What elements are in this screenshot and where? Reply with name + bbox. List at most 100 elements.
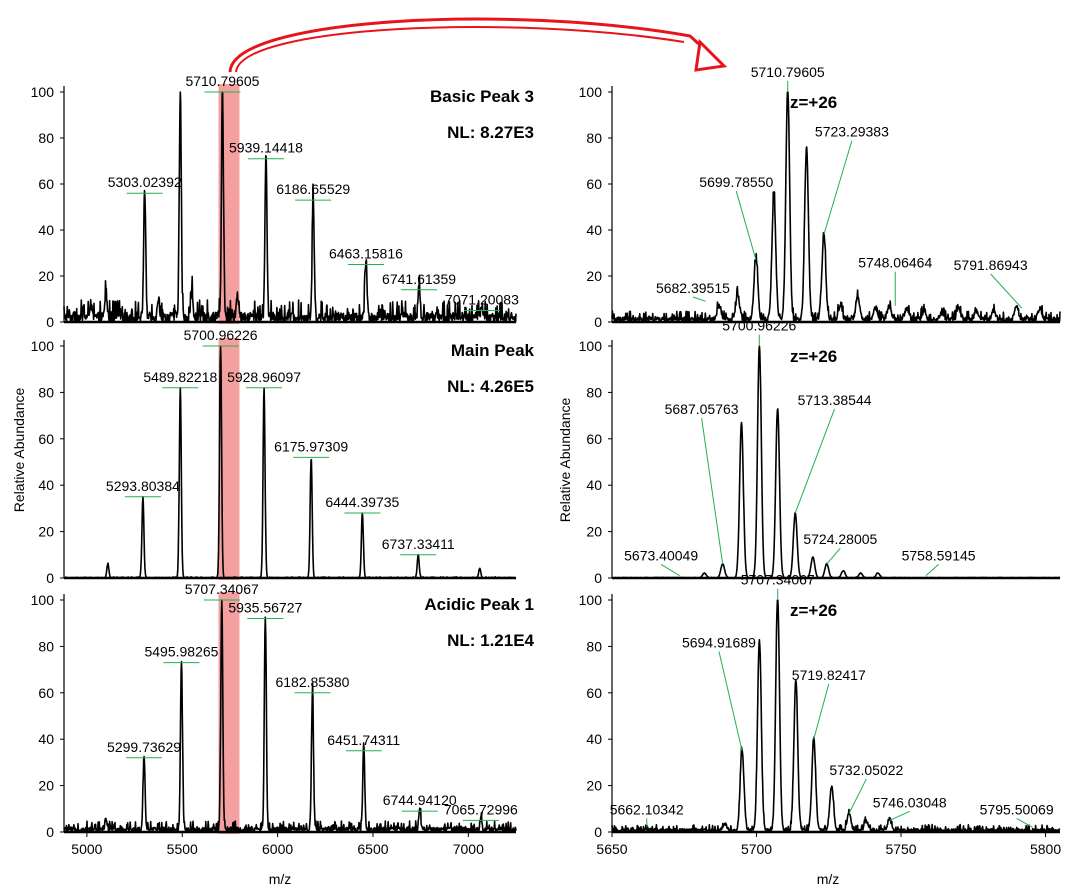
leader-line xyxy=(701,418,724,565)
leader-line xyxy=(692,296,706,302)
peak-label: 5791.86943 xyxy=(954,257,1028,273)
peak-label: 5795.50069 xyxy=(980,801,1054,817)
y-axis-title-left: Relative Abundance xyxy=(11,388,27,513)
peak-label: 5682.39515 xyxy=(656,280,730,296)
y-tick-label: 20 xyxy=(38,268,54,284)
peak-label: 6451.74311 xyxy=(327,732,400,748)
peak-label: 5687.05763 xyxy=(665,401,739,417)
y-tick-label: 20 xyxy=(586,268,602,284)
x-tick-label: 6500 xyxy=(357,841,388,857)
y-tick-label: 80 xyxy=(38,384,54,400)
peak-label: 6444.39735 xyxy=(325,494,399,510)
leader-line xyxy=(794,408,836,514)
peak-label: 7071.20083 xyxy=(445,292,519,308)
y-tick-label: 100 xyxy=(31,84,55,100)
peak-label: 5489.82218 xyxy=(143,369,217,385)
y-tick-label: 20 xyxy=(586,524,602,540)
peak-label: 5748.06464 xyxy=(858,255,932,271)
peak-label: 5707.34067 xyxy=(741,572,815,588)
panel-left-top: 0 20 40 60 80 100 5303.02392 5710.79605 5939.144… xyxy=(31,73,534,330)
y-tick-label: 0 xyxy=(46,570,54,586)
y-tick-label: 100 xyxy=(579,84,603,100)
y-tick-label: 80 xyxy=(586,638,602,654)
y-tick-label: 0 xyxy=(594,314,602,330)
y-tick-label: 80 xyxy=(38,638,54,654)
y-tick-label: 20 xyxy=(38,524,54,540)
spectrum-panels: 0 20 40 60 80 100 5303.02392 5710.79605 5939.144… xyxy=(31,64,1062,857)
y-tick-label: 100 xyxy=(31,338,55,354)
peak-label: 6741.61359 xyxy=(382,271,456,287)
leader-line xyxy=(813,683,830,740)
peak-label: 5713.38544 xyxy=(798,392,872,408)
peak-label: 5935.56727 xyxy=(228,600,302,616)
peak-label: 5495.98265 xyxy=(144,644,218,660)
y-tick-label: 60 xyxy=(38,176,54,192)
spectrum-line xyxy=(611,91,1061,323)
y-tick-label: 0 xyxy=(46,314,54,330)
peak-label: 7065.72996 xyxy=(444,801,518,817)
y-tick-label: 60 xyxy=(38,685,54,701)
y-tick-label: 60 xyxy=(586,431,602,447)
leader-line xyxy=(990,273,1023,309)
panel-right-bottom: 0 20 40 60 80 100 5650 5700 5750 5800 5662.10342 56… xyxy=(579,572,1062,857)
panel-title: Basic Peak 3 xyxy=(430,87,534,106)
leader-line xyxy=(718,651,743,751)
panel-title: z=+26 xyxy=(790,347,837,366)
x-axis-title-left: m/z xyxy=(269,871,292,887)
normalization-level: NL: 4.26E5 xyxy=(447,377,534,396)
peak-label: 5758.59145 xyxy=(902,547,976,563)
panel-title: Main Peak xyxy=(451,341,535,360)
y-tick-label: 40 xyxy=(586,477,602,493)
leader-line xyxy=(848,778,867,814)
y-tick-label: 0 xyxy=(46,824,54,840)
y-tick-label: 20 xyxy=(586,778,602,794)
y-tick-label: 40 xyxy=(38,731,54,747)
y-tick-label: 80 xyxy=(38,130,54,146)
y-axis-title-right: Relative Abundance xyxy=(557,398,573,523)
leader-line xyxy=(826,547,841,565)
peak-label: 5694.91689 xyxy=(682,634,756,650)
y-tick-label: 40 xyxy=(38,477,54,493)
peak-label: 5700.96226 xyxy=(184,327,258,343)
x-axis-title-right: m/z xyxy=(817,871,840,887)
leader-line xyxy=(735,191,757,261)
y-tick-label: 100 xyxy=(579,592,603,608)
peak-label: 5928.96097 xyxy=(227,369,301,385)
panel-right-top: 0 20 40 60 80 100 5682.39515 5699.78550 5710.796… xyxy=(579,64,1061,330)
y-tick-label: 60 xyxy=(586,176,602,192)
x-tick-label: 6000 xyxy=(262,841,293,857)
spectrum-line xyxy=(63,91,517,323)
x-tick-label: 5800 xyxy=(1030,841,1061,857)
y-tick-label: 80 xyxy=(586,130,602,146)
peak-label: 5700.96226 xyxy=(722,318,796,334)
panel-right-middle: 0 20 40 60 80 100 5673.40049 5687.05763 5700.962… xyxy=(579,318,1061,586)
leader-line xyxy=(1016,817,1033,828)
peak-label: 5662.10342 xyxy=(610,801,684,817)
peak-label: 5673.40049 xyxy=(624,547,698,563)
peak-label: 6737.33411 xyxy=(382,536,455,552)
peak-label: 5299.73629 xyxy=(107,739,181,755)
y-tick-label: 0 xyxy=(594,824,602,840)
y-tick-label: 80 xyxy=(586,384,602,400)
x-tick-label: 5750 xyxy=(885,841,916,857)
x-tick-label: 5500 xyxy=(167,841,198,857)
peak-label: 5293.80384 xyxy=(106,478,180,494)
peak-label: 6744.94120 xyxy=(383,792,457,808)
peak-label: 5724.28005 xyxy=(803,531,877,547)
panel-title: Acidic Peak 1 xyxy=(424,595,534,614)
peak-label: 5707.34067 xyxy=(185,581,259,597)
leader-line xyxy=(823,140,853,235)
x-tick-label: 5700 xyxy=(741,841,772,857)
panel-left-bottom: 0 20 40 60 80 100 5000 5500 6000 6500 7000 5299.736… xyxy=(31,581,535,857)
panel-title: z=+26 xyxy=(790,601,837,620)
x-tick-label: 5000 xyxy=(71,841,102,857)
y-tick-label: 100 xyxy=(579,338,603,354)
arrow-head xyxy=(694,38,728,72)
arrow-curve xyxy=(228,17,714,73)
y-tick-label: 100 xyxy=(31,592,55,608)
peak-label: 5939.14418 xyxy=(229,140,303,156)
y-tick-label: 60 xyxy=(586,685,602,701)
arrow-curve-inner xyxy=(235,26,685,73)
y-tick-label: 60 xyxy=(38,431,54,447)
